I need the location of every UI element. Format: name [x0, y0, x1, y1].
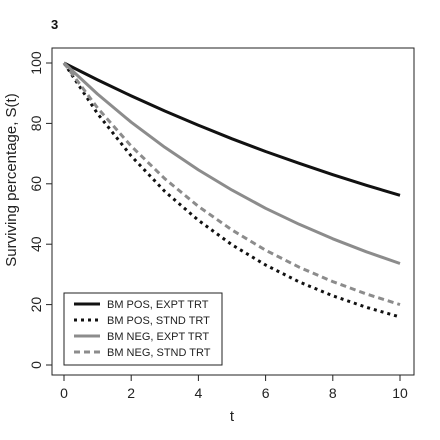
y-axis: 0 20 40 60 80 100 — [28, 51, 53, 369]
legend-label-4: BM NEG, STND TRT — [107, 347, 211, 359]
x-tick-label: 0 — [60, 385, 68, 401]
series-line-1 — [63, 61, 401, 197]
series-line-4 — [62, 62, 401, 307]
x-axis: 0 2 4 6 8 10 — [60, 374, 408, 401]
y-tick-label: 60 — [28, 176, 44, 192]
x-tick-label: 4 — [195, 385, 203, 401]
x-axis-title: t — [230, 408, 235, 425]
legend-label-3: BM NEG, EXPT TRT — [107, 331, 209, 343]
legend: BM POS, EXPT TRT BM POS, STND TRT BM NEG, … — [63, 292, 223, 366]
x-tick-label: 2 — [127, 385, 135, 401]
series-lines — [62, 61, 401, 319]
series-line-3 — [62, 61, 401, 265]
y-tick-label: 80 — [28, 115, 44, 131]
x-tick-label: 10 — [392, 385, 408, 401]
y-tick-label: 100 — [28, 51, 44, 75]
y-tick-label: 0 — [28, 361, 44, 369]
legend-label-1: BM POS, EXPT TRT — [107, 299, 209, 311]
x-tick-label: 6 — [262, 385, 270, 401]
y-tick-label: 20 — [28, 297, 44, 313]
y-axis-title: Surviving percentage, S(t) — [3, 93, 20, 266]
x-tick-label: 8 — [329, 385, 337, 401]
panel-label: 3 — [51, 17, 59, 32]
y-tick-label: 40 — [28, 236, 44, 252]
legend-label-2: BM POS, STND TRT — [107, 315, 210, 327]
